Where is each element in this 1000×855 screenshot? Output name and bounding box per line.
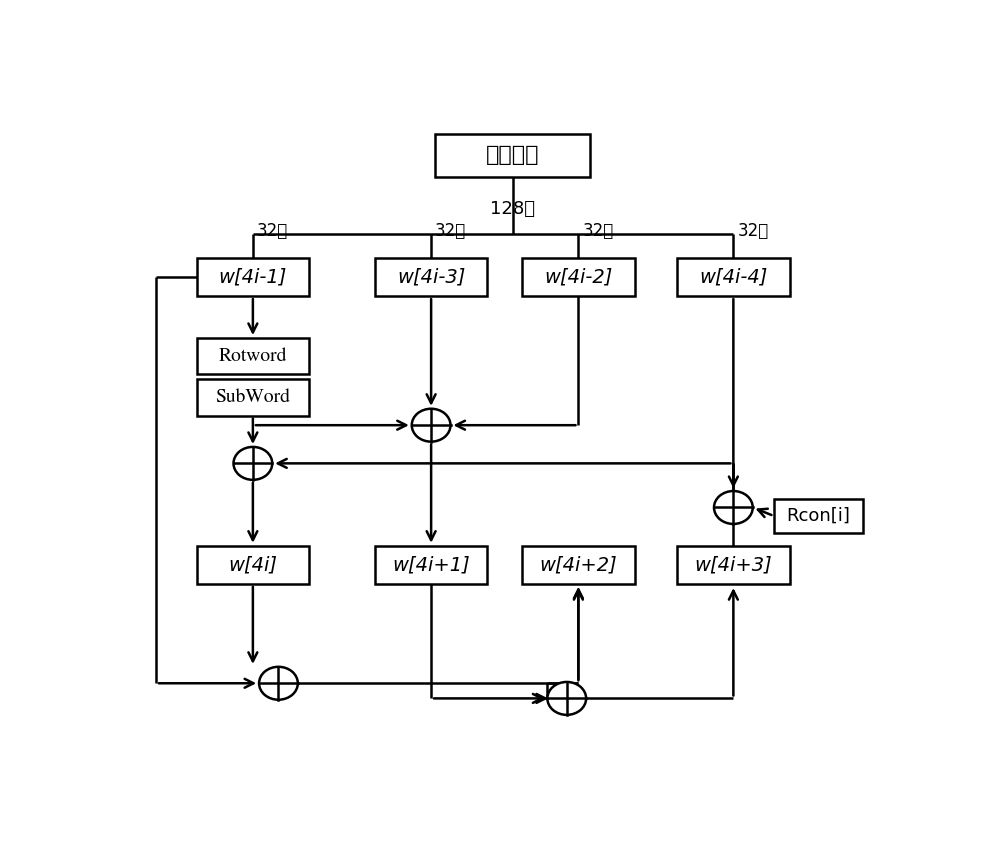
Circle shape: [714, 491, 753, 524]
Text: SubWord: SubWord: [215, 389, 290, 406]
Circle shape: [234, 447, 272, 480]
FancyBboxPatch shape: [197, 258, 309, 296]
Text: 128位: 128位: [490, 200, 535, 218]
FancyBboxPatch shape: [197, 338, 309, 374]
FancyBboxPatch shape: [197, 380, 309, 416]
Text: 32位: 32位: [257, 221, 288, 239]
Text: w[4i-4]: w[4i-4]: [699, 268, 768, 286]
FancyBboxPatch shape: [522, 258, 635, 296]
Text: w[4i+1]: w[4i+1]: [392, 555, 470, 575]
Text: Rcon[i]: Rcon[i]: [787, 507, 851, 525]
Text: 初始密鑰: 初始密鑰: [486, 145, 539, 165]
FancyBboxPatch shape: [677, 545, 790, 584]
Text: Rotword: Rotword: [219, 347, 287, 364]
Text: w[4i-2]: w[4i-2]: [544, 268, 613, 286]
FancyBboxPatch shape: [375, 258, 487, 296]
Text: w[4i+2]: w[4i+2]: [540, 555, 617, 575]
Text: w[4i-3]: w[4i-3]: [397, 268, 465, 286]
Circle shape: [547, 682, 586, 715]
FancyBboxPatch shape: [522, 545, 635, 584]
Text: w[4i+3]: w[4i+3]: [694, 555, 772, 575]
FancyBboxPatch shape: [197, 545, 309, 584]
FancyBboxPatch shape: [375, 545, 487, 584]
Text: 32位: 32位: [737, 221, 768, 239]
Text: w[4i]: w[4i]: [228, 555, 277, 575]
FancyBboxPatch shape: [435, 134, 590, 177]
Text: 32位: 32位: [435, 221, 466, 239]
Circle shape: [412, 409, 450, 442]
Circle shape: [259, 667, 298, 699]
Text: w[4i-1]: w[4i-1]: [219, 268, 287, 286]
Text: 32位: 32位: [582, 221, 614, 239]
FancyBboxPatch shape: [677, 258, 790, 296]
FancyBboxPatch shape: [774, 499, 863, 534]
